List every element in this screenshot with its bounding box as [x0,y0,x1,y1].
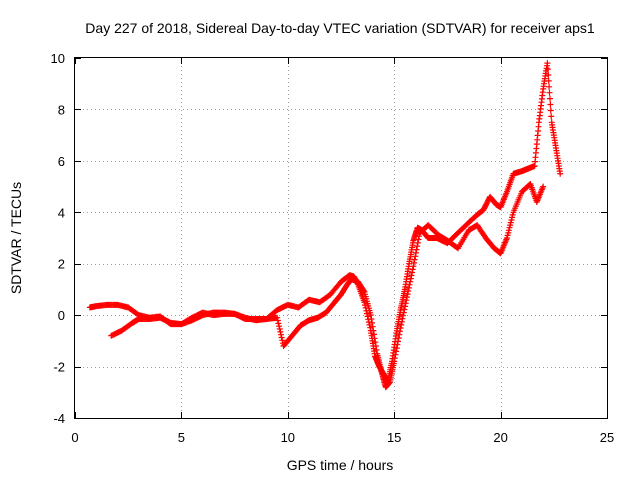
data-point [403,297,410,304]
x-tick-label: 15 [387,430,401,445]
data-point [546,89,553,96]
data-point [373,346,380,353]
y-tick-label: 8 [58,102,65,117]
data-point [278,334,285,341]
data-point [398,321,405,328]
data-point [544,60,551,67]
data-point [401,306,408,313]
data-point [547,101,554,108]
x-tick-label: 10 [281,430,295,445]
data-point [395,338,401,345]
data-point [371,335,378,342]
data-point [414,239,421,246]
data-point [557,170,564,177]
data-point [409,266,416,273]
data-point [391,355,398,362]
x-tick-label: 20 [493,430,507,445]
data-point [540,183,547,190]
data-point [547,107,554,114]
chart-title: Day 227 of 2018, Sidereal Day-to-day VTE… [85,20,595,36]
data-point [545,77,552,84]
axis-ticks: 0 5 10 15 20 25 -4 -2 0 2 4 6 8 10 [51,51,615,445]
data-point [400,312,407,319]
data-point [396,328,403,335]
y-tick-label: -4 [53,411,65,426]
x-tick-label: 25 [600,430,614,445]
plot-frame [74,57,608,419]
data-point [406,281,413,288]
y-tick-label: 10 [51,51,65,66]
y-axis-label: SDTVAR / TECUs [8,182,24,294]
data-point [275,320,282,327]
data-point [411,256,418,263]
y-tick-label: 0 [58,308,65,323]
x-tick-label: 0 [71,430,78,445]
data-point [408,272,415,279]
data-points [86,60,564,391]
y-tick-label: 2 [58,257,65,272]
y-tick-label: 6 [58,154,65,169]
data-point [405,288,412,294]
grid-lines [75,58,607,418]
data-point [393,348,400,355]
y-tick-label: 4 [58,205,65,220]
y-tick-label: -2 [53,360,65,375]
data-point [368,316,375,322]
data-point [547,95,553,102]
x-tick-label: 5 [178,430,185,445]
data-point [546,83,553,90]
trace-secondary [108,181,547,391]
trace-main [86,60,564,385]
x-axis-label: GPS time / hours [287,457,394,473]
data-point [545,72,552,78]
data-point [370,327,377,334]
data-point [276,326,283,332]
data-point [544,66,551,73]
data-point [413,246,420,253]
data-point [548,113,555,120]
